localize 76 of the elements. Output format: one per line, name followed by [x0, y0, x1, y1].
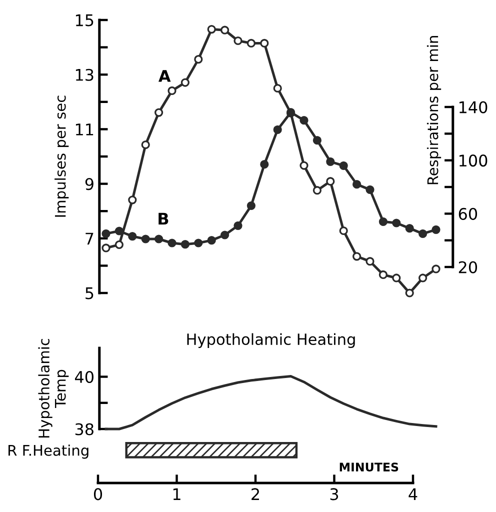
point — [366, 257, 374, 266]
x-axis-title: MINUTES — [340, 462, 398, 472]
y-tick-label: 5 — [86, 287, 94, 300]
point — [339, 161, 348, 170]
y-tick-label: 40 — [74, 370, 94, 384]
point — [418, 274, 428, 282]
point — [432, 264, 440, 274]
y2-tick-label: 140 — [460, 101, 488, 114]
y-axis-title: Hypotholamic Temp — [38, 338, 69, 438]
y-tick-label: 11 — [76, 124, 94, 136]
y-tick-label: 13 — [76, 68, 94, 81]
point — [128, 232, 137, 241]
point — [220, 26, 230, 34]
point — [234, 36, 242, 46]
point — [207, 236, 216, 245]
point — [312, 186, 322, 195]
point — [392, 274, 401, 282]
y-tick-label: 9 — [85, 178, 94, 190]
point — [378, 270, 388, 280]
x-tick-label: 1 — [173, 488, 180, 500]
point — [312, 136, 322, 145]
point — [392, 218, 401, 228]
point — [273, 84, 282, 93]
point — [352, 180, 362, 189]
y2-tick-label: 100 — [460, 154, 488, 167]
point — [180, 240, 190, 249]
y-axis-title: Impulses per sec — [54, 96, 69, 217]
point — [432, 225, 440, 234]
x-tick-label: 0 — [94, 488, 102, 500]
annotation: B — [158, 212, 168, 225]
y-tick-label: 15 — [76, 14, 94, 26]
point — [128, 196, 137, 204]
point — [300, 161, 308, 170]
point — [154, 234, 164, 244]
x-tick-label: 2 — [252, 488, 259, 500]
point — [405, 224, 414, 233]
line-series — [104, 374, 438, 430]
point — [352, 252, 362, 261]
point — [234, 221, 242, 230]
point — [378, 217, 388, 226]
point — [246, 201, 256, 210]
point — [102, 229, 110, 238]
y2-axis-title: Respirations per min — [426, 36, 442, 184]
point — [260, 160, 269, 169]
x-tick-label: 4 — [408, 488, 418, 500]
point — [194, 55, 203, 64]
point — [273, 125, 282, 134]
y-tick-label: 7 — [86, 232, 94, 244]
point — [114, 240, 124, 249]
y2-tick-label: 20 — [458, 261, 478, 274]
point — [418, 229, 428, 238]
chart-title: Hypotholamic Heating — [187, 333, 355, 348]
point — [102, 244, 110, 252]
x-tick-label: 3 — [330, 488, 338, 500]
point — [326, 177, 335, 186]
point — [220, 230, 230, 240]
point — [180, 78, 190, 87]
y-tick-label: 38 — [75, 423, 94, 436]
point — [168, 86, 176, 96]
point — [339, 226, 348, 236]
point — [246, 38, 256, 48]
point — [405, 288, 414, 298]
point — [300, 116, 308, 125]
point — [154, 108, 164, 117]
y2-tick-label: 60 — [458, 208, 478, 220]
point — [260, 38, 269, 48]
annotation: A — [158, 70, 171, 82]
point — [207, 24, 216, 34]
point — [141, 234, 150, 244]
point — [114, 226, 124, 236]
point — [141, 140, 150, 150]
point — [326, 157, 335, 166]
point — [168, 238, 176, 248]
point — [194, 238, 203, 248]
point — [366, 185, 374, 194]
y-tick-label: R F.Heating — [8, 444, 88, 459]
